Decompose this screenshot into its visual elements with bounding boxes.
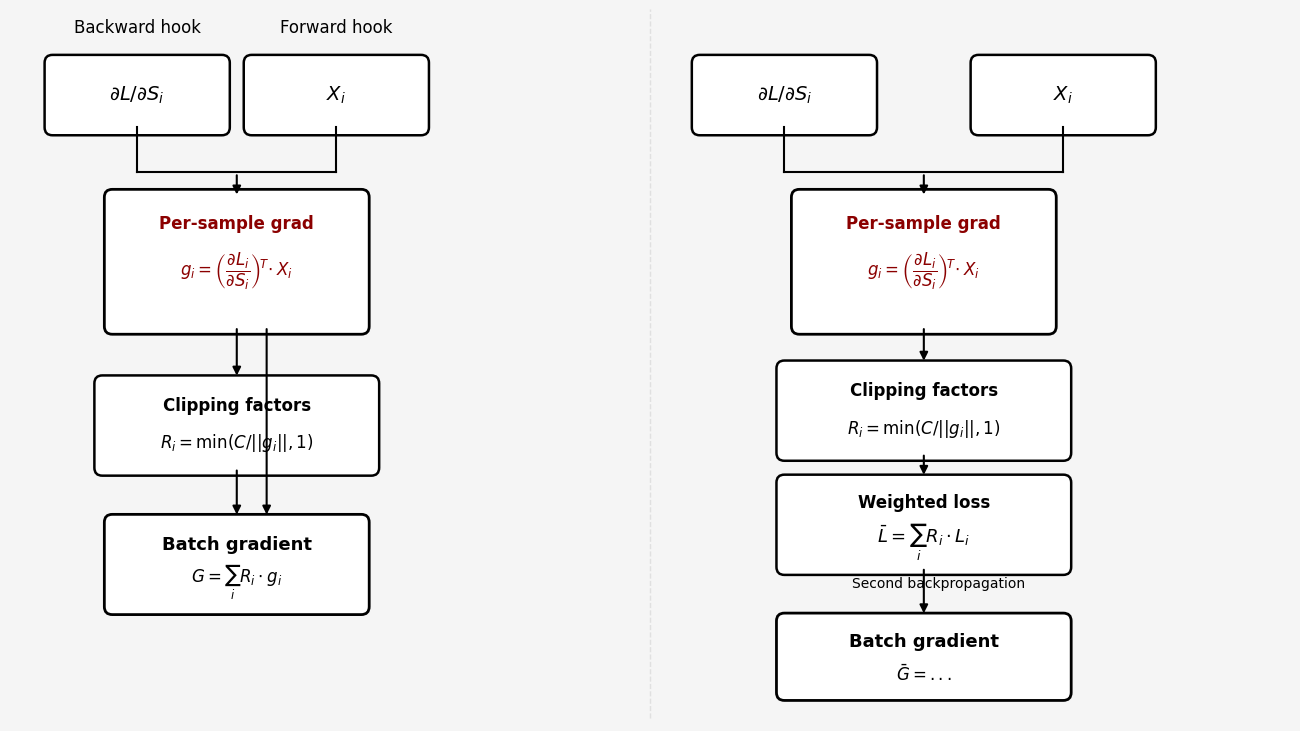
Text: $X_i$: $X_i$ — [1053, 84, 1074, 106]
Text: Batch gradient: Batch gradient — [849, 633, 998, 651]
Text: Weighted loss: Weighted loss — [858, 494, 989, 512]
FancyBboxPatch shape — [104, 189, 369, 334]
Text: Batch gradient: Batch gradient — [161, 536, 312, 553]
FancyBboxPatch shape — [243, 55, 429, 135]
Text: Backward hook: Backward hook — [74, 19, 200, 37]
Text: Second backpropagation: Second backpropagation — [853, 577, 1026, 591]
FancyBboxPatch shape — [692, 55, 878, 135]
Text: $G = \sum_i R_i \cdot g_i$: $G = \sum_i R_i \cdot g_i$ — [191, 562, 282, 602]
FancyBboxPatch shape — [104, 515, 369, 615]
Text: $\bar{L} = \sum_i R_i \cdot L_i$: $\bar{L} = \sum_i R_i \cdot L_i$ — [878, 522, 970, 564]
FancyBboxPatch shape — [44, 55, 230, 135]
Text: Forward hook: Forward hook — [280, 19, 393, 37]
FancyBboxPatch shape — [971, 55, 1156, 135]
Text: $R_i = \min(C/||g_i||, 1)$: $R_i = \min(C/||g_i||, 1)$ — [160, 433, 313, 455]
Text: $\partial L/\partial S_i$: $\partial L/\partial S_i$ — [757, 84, 812, 106]
FancyBboxPatch shape — [792, 189, 1057, 334]
Text: $g_i = \left(\dfrac{\partial L_i}{\partial S_i}\right)^{\!T}\!\cdot X_i$: $g_i = \left(\dfrac{\partial L_i}{\parti… — [867, 251, 980, 292]
Text: Clipping factors: Clipping factors — [850, 382, 998, 400]
Text: $g_i = \left(\dfrac{\partial L_i}{\partial S_i}\right)^{\!T}\!\cdot X_i$: $g_i = \left(\dfrac{\partial L_i}{\parti… — [181, 251, 292, 292]
Text: Per-sample grad: Per-sample grad — [160, 215, 315, 233]
Text: $X_i$: $X_i$ — [326, 84, 346, 106]
FancyBboxPatch shape — [95, 376, 380, 476]
FancyBboxPatch shape — [776, 613, 1071, 700]
FancyBboxPatch shape — [776, 360, 1071, 461]
Text: $\partial L/\partial S_i$: $\partial L/\partial S_i$ — [109, 84, 165, 106]
Text: Per-sample grad: Per-sample grad — [846, 215, 1001, 233]
Text: $R_i = \min(C/||g_i||, 1)$: $R_i = \min(C/||g_i||, 1)$ — [848, 417, 1001, 439]
Text: $\bar{G} = ...$: $\bar{G} = ...$ — [896, 664, 952, 685]
FancyBboxPatch shape — [776, 474, 1071, 575]
Text: Clipping factors: Clipping factors — [162, 397, 311, 414]
